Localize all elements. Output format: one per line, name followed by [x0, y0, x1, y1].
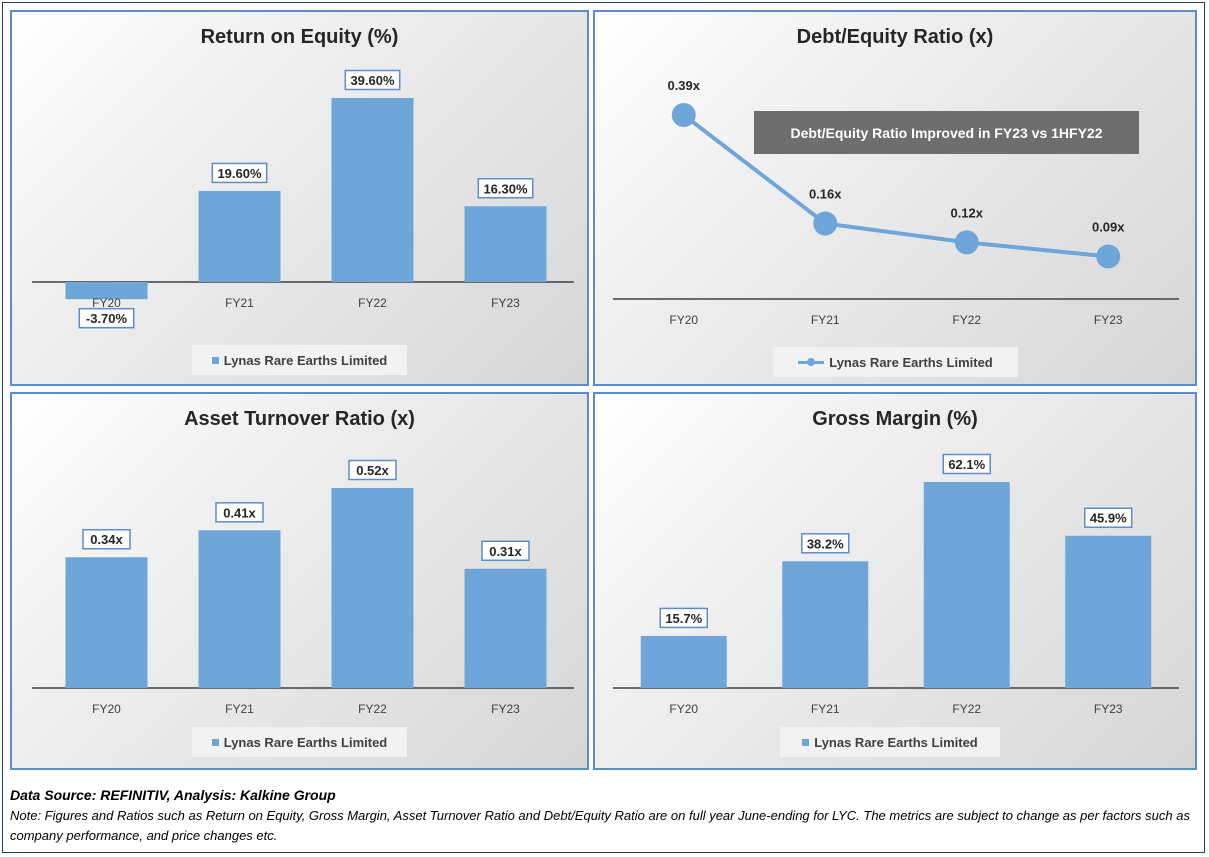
- gm-chart-plot: 15.7% FY20 38.2% FY21 62.1% FY22 45.9% FY23: [613, 453, 1179, 716]
- de-annotation-callout: Debt/Equity Ratio Improved in FY23 vs 1H…: [754, 111, 1139, 154]
- roe-tick-label-fy20: FY20: [92, 296, 121, 310]
- gm-tick-label-fy20: FY20: [669, 702, 698, 716]
- atr-data-label-fy21-box: [215, 502, 264, 523]
- roe-chart-title: Return on Equity (%): [200, 26, 399, 48]
- roe-tick-label-fy23: FY23: [491, 296, 520, 310]
- gm-data-label-fy20-box: [659, 607, 708, 629]
- gm-data-label-fy22: 62.1%: [948, 457, 985, 472]
- de-data-label-fy20: 0.39x: [667, 78, 700, 93]
- de-point-fy20: [671, 103, 696, 127]
- data-source: Data Source: REFINITIV, Analysis: Kalkin…: [10, 787, 336, 803]
- de-point-fy22: [954, 230, 979, 255]
- de-legend-line: [798, 357, 825, 366]
- atr-bar-fy21: [198, 530, 281, 688]
- de-tick-label-fy20: FY20: [669, 313, 698, 327]
- roe-data-label-fy23-box: [477, 178, 534, 199]
- gm-legend-swatch: [802, 738, 810, 746]
- atr-data-label-fy22: 0.52x: [356, 463, 389, 478]
- gm-tick-label-fy23: FY23: [1094, 702, 1123, 716]
- de-tick-label-fy21: FY21: [811, 313, 840, 327]
- roe-chart-plot: -3.70%FY20 19.60% FY21 39.60% FY22 16.30% FY23: [32, 69, 574, 329]
- de-chart-panel: Debt/Equity Ratio (x) 0.39x FY20 0.16x FY21…: [593, 10, 1197, 386]
- atr-data-label-fy22-box: [348, 459, 397, 481]
- atr-tick-label-fy21: FY21: [225, 702, 254, 716]
- roe-data-label-fy22-box: [344, 69, 401, 91]
- gm-tick-label-fy21: FY21: [811, 702, 840, 716]
- roe-data-label-fy22: 39.60%: [350, 73, 395, 88]
- atr-tick-label-fy20: FY20: [92, 702, 121, 716]
- atr-data-label-fy20-box: [82, 528, 131, 550]
- atr-bar-fy20: [65, 557, 148, 688]
- footnote: Note: Figures and Ratios such as Return …: [10, 808, 1190, 843]
- gm-chart-title: Gross Margin (%): [812, 408, 978, 430]
- gm-bar-fy20: [640, 635, 727, 688]
- de-chart-plot: 0.39x FY20 0.16x FY21 0.12x FY22 0.09x FY23: [613, 78, 1179, 327]
- roe-bar-fy20: [65, 282, 148, 300]
- atr-chart-panel: Asset Turnover Ratio (x) 0.34x FY20 0.41x F…: [10, 392, 589, 770]
- gm-chart-panel: Gross Margin (%) 15.7% FY20 38.2% FY21 62.1%…: [593, 392, 1197, 770]
- gm-bar-fy21: [782, 561, 869, 688]
- atr-legend: Lynas Rare Earths Limited: [192, 727, 407, 757]
- gm-tick-label-fy22: FY22: [952, 702, 981, 716]
- roe-legend: Lynas Rare Earths Limited: [192, 345, 407, 375]
- atr-bar-fy22: [331, 488, 414, 688]
- de-chart-title: Debt/Equity Ratio (x): [796, 26, 994, 48]
- roe-data-label-fy20-box: [78, 307, 135, 329]
- atr-data-label-fy23: 0.31x: [489, 544, 522, 559]
- de-data-label-fy21: 0.16x: [809, 187, 842, 202]
- atr-data-label-fy21: 0.41x: [223, 505, 256, 520]
- roe-bar-fy23: [464, 206, 547, 282]
- de-tick-label-fy23: FY23: [1094, 313, 1123, 327]
- roe-legend-label: Lynas Rare Earths Limited: [223, 352, 388, 368]
- atr-tick-label-fy22: FY22: [358, 702, 387, 716]
- roe-data-label-fy23: 16.30%: [483, 181, 528, 196]
- gm-legend: Lynas Rare Earths Limited: [780, 727, 1000, 757]
- atr-data-label-fy23-box: [481, 540, 530, 562]
- atr-legend-label: Lynas Rare Earths Limited: [223, 734, 388, 750]
- atr-bar-fy23: [464, 568, 547, 688]
- roe-tick-label-fy22: FY22: [358, 296, 387, 310]
- atr-chart-plot: 0.34x FY20 0.41x FY21 0.52x FY22 0.31x FY23: [32, 459, 574, 716]
- gm-data-label-fy21: 38.2%: [807, 536, 844, 551]
- roe-bar-fy21: [198, 190, 281, 282]
- gm-bar-fy23: [1065, 535, 1152, 688]
- gm-data-label-fy22-box: [942, 453, 991, 475]
- roe-legend-swatch: [211, 356, 219, 364]
- atr-legend-swatch: [211, 738, 219, 746]
- roe-data-label-fy20: -3.70%: [86, 311, 128, 326]
- de-tick-label-fy22: FY22: [952, 313, 981, 327]
- atr-data-label-fy20: 0.34x: [90, 532, 123, 547]
- roe-bar-fy22: [331, 98, 414, 282]
- gm-bar-fy22: [923, 482, 1010, 688]
- roe-chart-panel: Return on Equity (%) -3.70% FY20 19.60% FY2…: [10, 10, 589, 386]
- de-point-fy23: [1096, 244, 1121, 269]
- de-legend: Lynas Rare Earths Limited: [773, 347, 1018, 377]
- de-data-label-fy22: 0.12x: [950, 205, 983, 220]
- atr-chart-title: Asset Turnover Ratio (x): [184, 408, 415, 430]
- roe-tick-label-fy21: FY21: [225, 296, 254, 310]
- gm-data-label-fy23-box: [1084, 507, 1133, 528]
- de-point-fy21: [813, 211, 838, 236]
- roe-data-label-fy21: 19.60%: [217, 166, 262, 181]
- gm-data-label-fy23: 45.9%: [1090, 511, 1127, 526]
- atr-tick-label-fy23: FY23: [491, 702, 520, 716]
- roe-data-label-fy21-box: [211, 162, 268, 184]
- de-legend-label: Lynas Rare Earths Limited: [829, 354, 993, 370]
- gm-legend-label: Lynas Rare Earths Limited: [814, 734, 978, 750]
- de-data-label-fy23: 0.09x: [1092, 220, 1125, 235]
- de-series-line: [682, 113, 1109, 259]
- footer-notes: Data Source: REFINITIV, Analysis: Kalkin…: [10, 784, 1200, 846]
- gm-data-label-fy21-box: [801, 533, 850, 554]
- gm-data-label-fy20: 15.7%: [665, 611, 702, 626]
